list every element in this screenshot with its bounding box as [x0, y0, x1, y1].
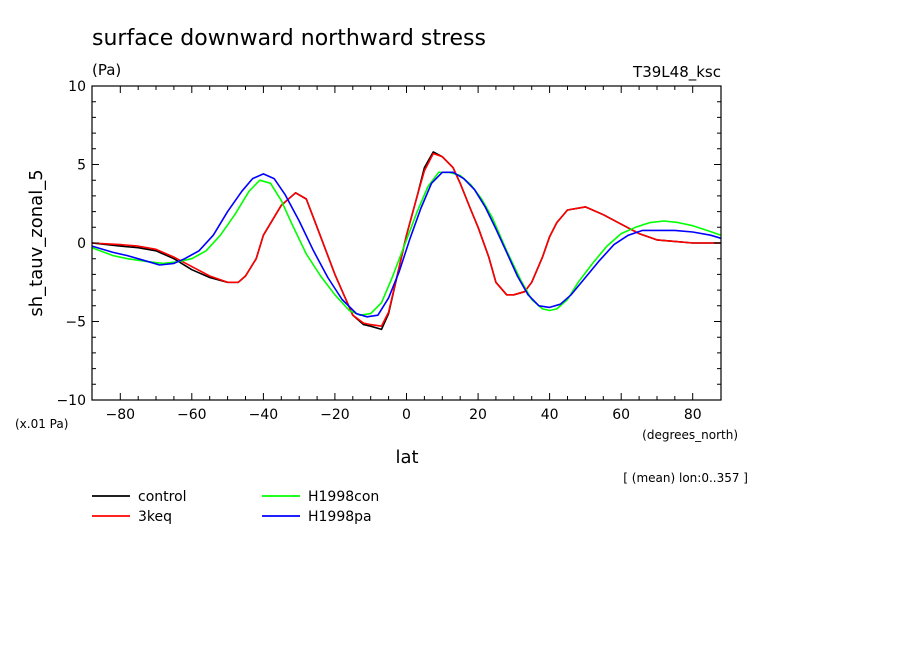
x-tick-labels: −80 −60 −40 −20 0 20 40 60 80: [105, 407, 701, 423]
legend-item: H1998con: [262, 489, 379, 505]
plot-frame: [91, 85, 722, 401]
legend-item: control: [92, 489, 187, 505]
x-tick-label: −20: [320, 407, 350, 423]
axis-ticks: [92, 85, 721, 401]
legend-label: H1998pa: [308, 509, 372, 525]
series-line-3keq: [91, 152, 721, 327]
legend-item: 3keq: [92, 509, 172, 525]
x-tick-label: 0: [402, 407, 411, 423]
y-tick-labels: −10 −5 0 5 10: [56, 79, 86, 409]
x-tick-label: 80: [684, 407, 702, 423]
legend-label: 3keq: [138, 509, 172, 525]
x-units-label: (degrees_north): [642, 428, 738, 442]
y-tick-label: 10: [68, 79, 86, 95]
series-line-h1998con: [91, 171, 722, 316]
x-tick-label: −60: [177, 407, 207, 423]
legend-label: H1998con: [308, 489, 379, 505]
x-tick-label: −80: [105, 407, 135, 423]
x-tick-label: −40: [249, 407, 279, 423]
y-axis-label: sh_tauv_zonal_5: [26, 169, 47, 316]
legend-item: H1998pa: [262, 509, 372, 525]
y-tick-label: 0: [77, 236, 86, 252]
y-tick-label: 5: [77, 158, 86, 174]
run-label: T39L48_ksc: [632, 63, 721, 82]
y-tick-label: −5: [65, 315, 86, 331]
series-line-h1998pa: [91, 171, 722, 318]
y-scale-note: (x.01 Pa): [15, 417, 68, 431]
x-tick-label: 60: [612, 407, 630, 423]
x-tick-label: 40: [541, 407, 559, 423]
plot-series: [91, 151, 722, 331]
tick-marks: [92, 85, 721, 401]
x-axis-label: lat: [395, 447, 418, 468]
chart-title: surface downward northward stress: [92, 26, 486, 51]
footnote: [ (mean) lon:0..357 ]: [623, 471, 748, 485]
units-label: (Pa): [92, 61, 121, 79]
legend-label: control: [138, 489, 187, 505]
legend: control 3keq H1998con H1998pa: [92, 489, 379, 525]
x-tick-label: 20: [469, 407, 487, 423]
y-tick-label: −10: [56, 393, 86, 409]
